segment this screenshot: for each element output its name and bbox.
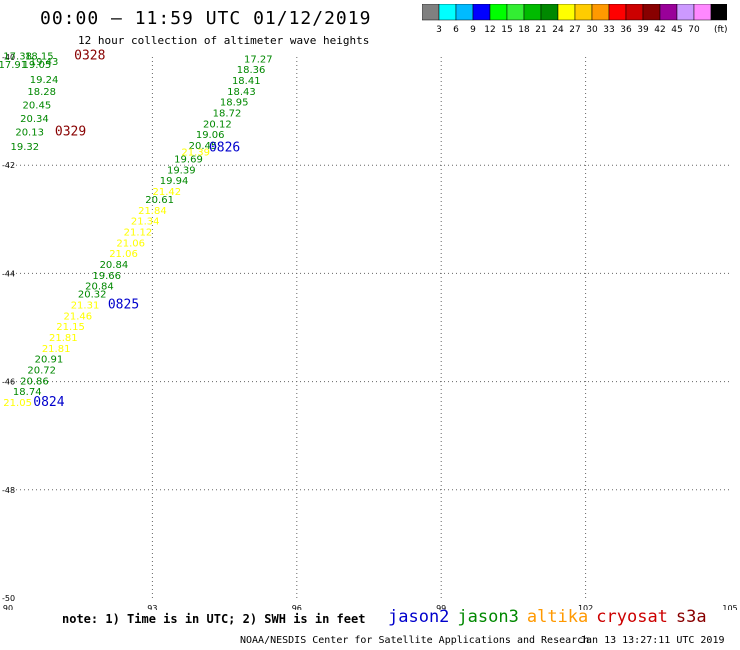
wave-height-label: 20.12 [203, 119, 232, 130]
y-tick-label: -46 [2, 378, 15, 387]
legend-unit: (ft) [714, 25, 727, 35]
legend-swatch [710, 4, 727, 21]
wave-height-label: 18.72 [213, 109, 242, 120]
wave-height-label: 21.42 [153, 187, 182, 198]
wave-height-label: 19.24 [30, 75, 59, 86]
wave-height-label: 19.39 [167, 165, 196, 176]
legend-label: 6 [453, 25, 459, 35]
wave-height-label: 21.05 [3, 398, 32, 409]
legend-label: 21 [535, 25, 546, 35]
wave-height-label: 21.15 [56, 322, 85, 333]
pass-time-label: 0826 [209, 141, 240, 156]
wave-height-label: 18.15 [25, 52, 54, 63]
wave-height-label: 17.27 [244, 54, 273, 65]
legend-label: 42 [654, 25, 665, 35]
legend-label: 39 [637, 25, 649, 35]
wave-height-label: 21.46 [63, 311, 92, 322]
wave-height-label: 19.94 [160, 176, 189, 187]
wave-height-label: 18.41 [232, 76, 261, 87]
wave-height-label: 20.86 [20, 376, 49, 387]
satellite-name: cryosat [596, 607, 668, 627]
page-subtitle: 12 hour collection of altimeter wave hei… [78, 34, 370, 47]
x-tick-label: 105 [722, 604, 737, 610]
satellite-legend: jason2 jason3 altika cryosat s3a [388, 607, 715, 627]
x-tick-label: 93 [147, 604, 157, 610]
wave-height-label: 20.84 [100, 260, 129, 271]
y-tick-label: -42 [2, 161, 15, 170]
y-tick-label: -44 [2, 269, 15, 278]
x-tick-label: 102 [578, 604, 593, 610]
wave-height-label: 18.36 [237, 65, 266, 76]
wave-height-label: 20.34 [20, 114, 49, 125]
wave-height-label: 20.72 [27, 365, 56, 376]
x-tick-label: 90 [3, 604, 13, 610]
wave-height-label: 21.81 [42, 344, 71, 355]
legend-label: 3 [436, 25, 442, 35]
timestamp: Jan 13 13:27:11 UTC 2019 [580, 635, 725, 646]
pass-time-label: 0329 [55, 124, 86, 139]
wave-height-label: 21.06 [109, 249, 138, 260]
pass-time-label: 0328 [74, 49, 105, 64]
legend-label: 33 [603, 25, 614, 35]
wave-height-label: 18.95 [220, 98, 249, 109]
wave-height-label: 19.06 [196, 130, 225, 141]
wave-height-label: 21.81 [49, 333, 78, 344]
x-tick-label: 96 [292, 604, 302, 610]
wave-height-label: 21.31 [71, 301, 100, 312]
legend-label: 27 [569, 25, 580, 35]
satellite-name: jason2 [388, 607, 450, 627]
wave-height-label: 19.32 [11, 142, 40, 153]
wave-height-label: 20.45 [189, 141, 218, 152]
wave-height-label: 20.13 [15, 127, 44, 138]
y-tick-label: -40 [2, 53, 15, 62]
wave-height-map: 90 93 96 99 102 105-40-42-44-46-48-5017.3818.… [0, 49, 738, 610]
legend-label: 30 [586, 25, 598, 35]
legend-label: 45 [671, 25, 682, 35]
pass-time-label: 0825 [108, 298, 139, 313]
y-tick-label: -48 [2, 486, 15, 495]
wave-height-label: 21.39 [181, 147, 210, 158]
wave-height-label: 19.43 [30, 57, 59, 68]
legend-label: 70 [688, 25, 700, 35]
credit-text: NOAA/NESDIS Center for Satellite Applica… [240, 635, 590, 646]
satellite-name: altika [526, 607, 589, 627]
wave-height-label: 20.91 [35, 355, 64, 366]
satellite-name: jason3 [457, 607, 519, 627]
wave-height-label: 19.69 [174, 154, 203, 165]
wave-height-label: 21.34 [131, 217, 160, 228]
page-title: 00:00 – 11:59 UTC 01/12/2019 [40, 8, 372, 29]
wave-height-label: 20.61 [145, 195, 174, 206]
y-tick-label: -50 [2, 594, 15, 603]
wave-height-label: 18.28 [27, 87, 56, 98]
wave-height-label: 19.66 [92, 271, 121, 282]
legend-label: 18 [518, 25, 530, 35]
wave-height-label: 21.84 [138, 206, 167, 217]
legend-label: 36 [620, 25, 632, 35]
legend-label: 15 [501, 25, 512, 35]
footer-note: note: 1) Time is in UTC; 2) SWH is in fe… [62, 612, 366, 626]
wave-height-label: 21.12 [124, 228, 153, 239]
legend-label: 24 [552, 25, 564, 35]
wave-height-label: 19.05 [23, 60, 52, 71]
legend-label: 12 [484, 25, 495, 35]
color-legend: 3 6 9 12 15 18 21 24 27 30 33 36 39 42 45 70 (ft) [422, 4, 727, 35]
wave-height-label: 18.43 [227, 87, 256, 98]
x-tick-label: 99 [436, 604, 446, 610]
wave-height-label: 21.06 [116, 238, 145, 249]
wave-height-label: 20.45 [23, 100, 52, 111]
wave-height-label: 20.32 [78, 290, 107, 301]
legend-label: 9 [470, 25, 476, 35]
wave-height-label: 17.38 [3, 52, 32, 63]
wave-height-label: 18.74 [13, 387, 42, 398]
satellite-name: s3a [675, 607, 707, 627]
wave-height-label: 17.91 [0, 60, 27, 71]
wave-height-label: 20.84 [85, 282, 114, 293]
pass-time-label: 0824 [33, 395, 64, 410]
